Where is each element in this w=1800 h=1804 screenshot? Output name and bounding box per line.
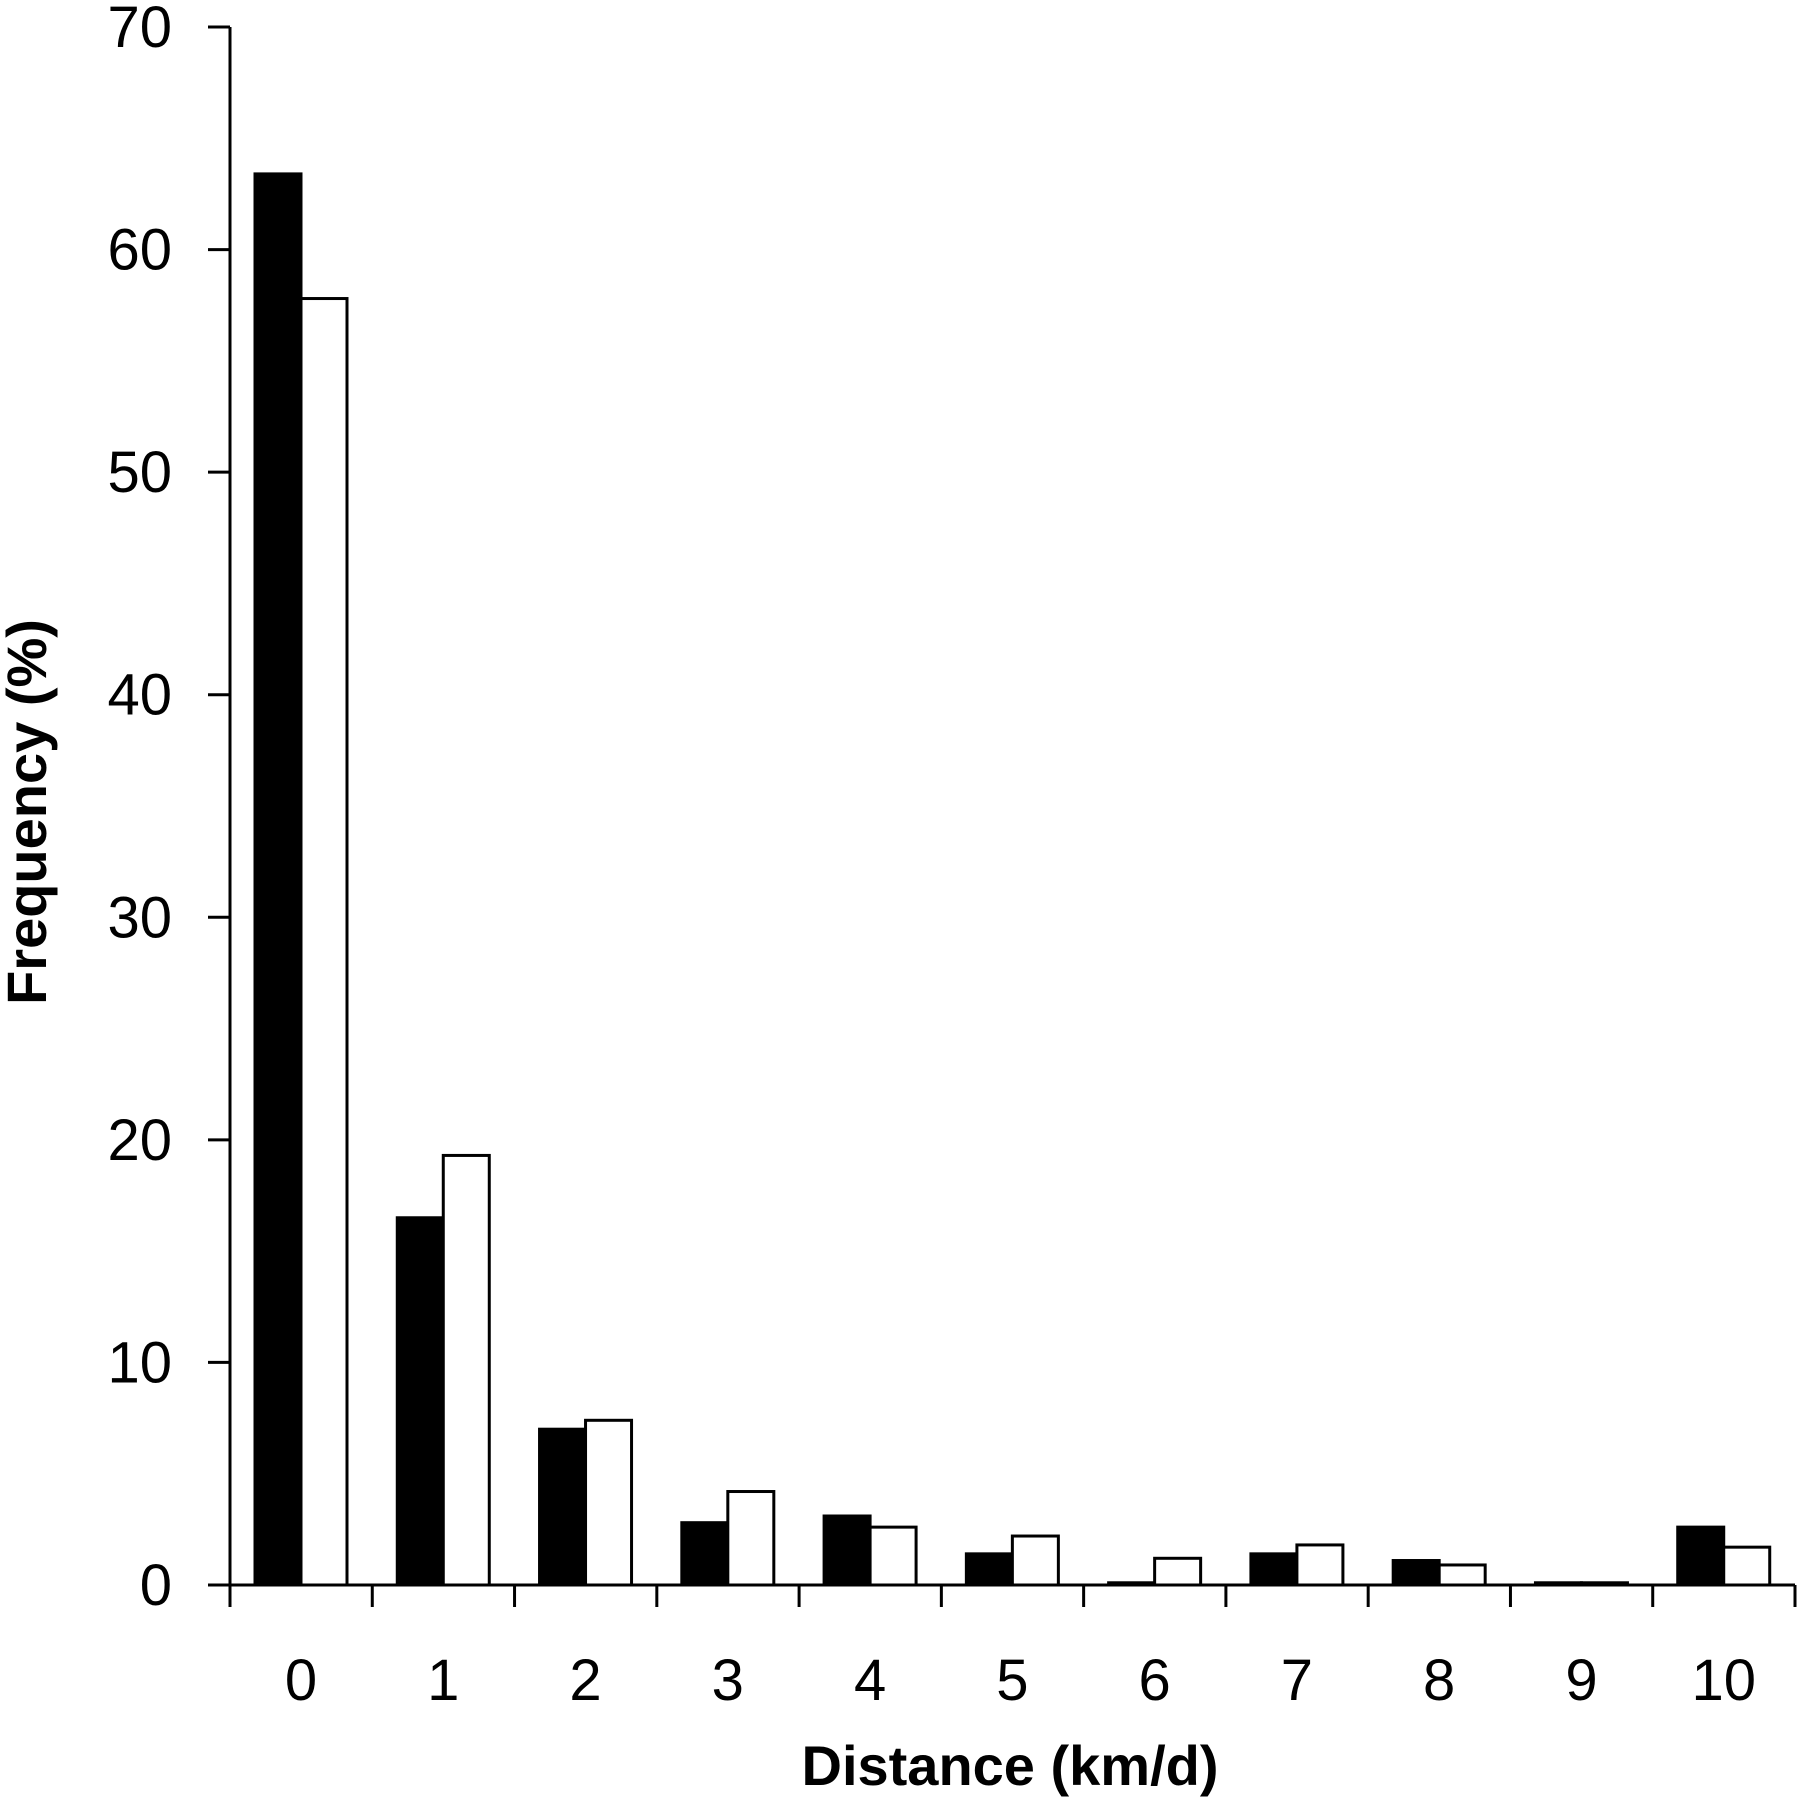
x-tick-label-9: 9: [1565, 1648, 1597, 1713]
x-tick-label-3: 3: [712, 1648, 744, 1713]
y-tick-label-40: 40: [107, 663, 172, 728]
bar-series2-3: [726, 1490, 776, 1587]
y-tick-label-10: 10: [107, 1330, 172, 1395]
y-tick-label-0: 0: [140, 1553, 172, 1618]
x-tick-label-1: 1: [427, 1648, 459, 1713]
x-tick-label-10: 10: [1691, 1648, 1756, 1713]
bar-series1-10: [1676, 1525, 1726, 1587]
y-tick-label-70: 70: [107, 0, 172, 60]
x-tick-label-6: 6: [1139, 1648, 1171, 1713]
bar-series2-8: [1437, 1563, 1487, 1587]
y-tick-label-50: 50: [107, 440, 172, 505]
bar-series2-10: [1722, 1545, 1772, 1587]
bar-series2-1: [441, 1153, 491, 1587]
x-tick-label-2: 2: [569, 1648, 601, 1713]
bar-series2-4: [868, 1525, 918, 1587]
bar-series1-7: [1249, 1552, 1299, 1587]
bar-series2-2: [584, 1418, 634, 1587]
bar-series1-8: [1391, 1559, 1441, 1587]
y-tick-label-30: 30: [107, 885, 172, 950]
x-tick-label-4: 4: [854, 1648, 886, 1713]
x-tick-label-5: 5: [996, 1648, 1028, 1713]
x-tick-label-0: 0: [285, 1648, 317, 1713]
axes-group: 0 10 20 30 40 50 60 70 0 1 2 3 4 5 6 7 8 9 10: [107, 0, 1797, 1713]
y-tick-label-20: 20: [107, 1108, 172, 1173]
y-tick-label-60: 60: [107, 218, 172, 283]
bar-series2-5: [1010, 1534, 1060, 1587]
x-axis-title: Distance (km/d): [802, 1734, 1219, 1797]
bar-series2-7: [1295, 1543, 1345, 1587]
bar-series1-3: [680, 1521, 730, 1587]
bar-series1-5: [964, 1552, 1014, 1587]
x-tick-label-7: 7: [1281, 1648, 1313, 1713]
bar-series2-0: [299, 297, 349, 1587]
bar-series2-6: [1153, 1556, 1203, 1587]
bar-series1-0: [253, 172, 303, 1587]
x-tick-label-8: 8: [1423, 1648, 1455, 1713]
y-axis-title: Frequency (%): [0, 619, 58, 1005]
bars-group: [253, 172, 1772, 1587]
bar-series1-4: [822, 1514, 872, 1587]
bar-series1-1: [395, 1216, 445, 1587]
bar-series1-2: [538, 1427, 588, 1587]
